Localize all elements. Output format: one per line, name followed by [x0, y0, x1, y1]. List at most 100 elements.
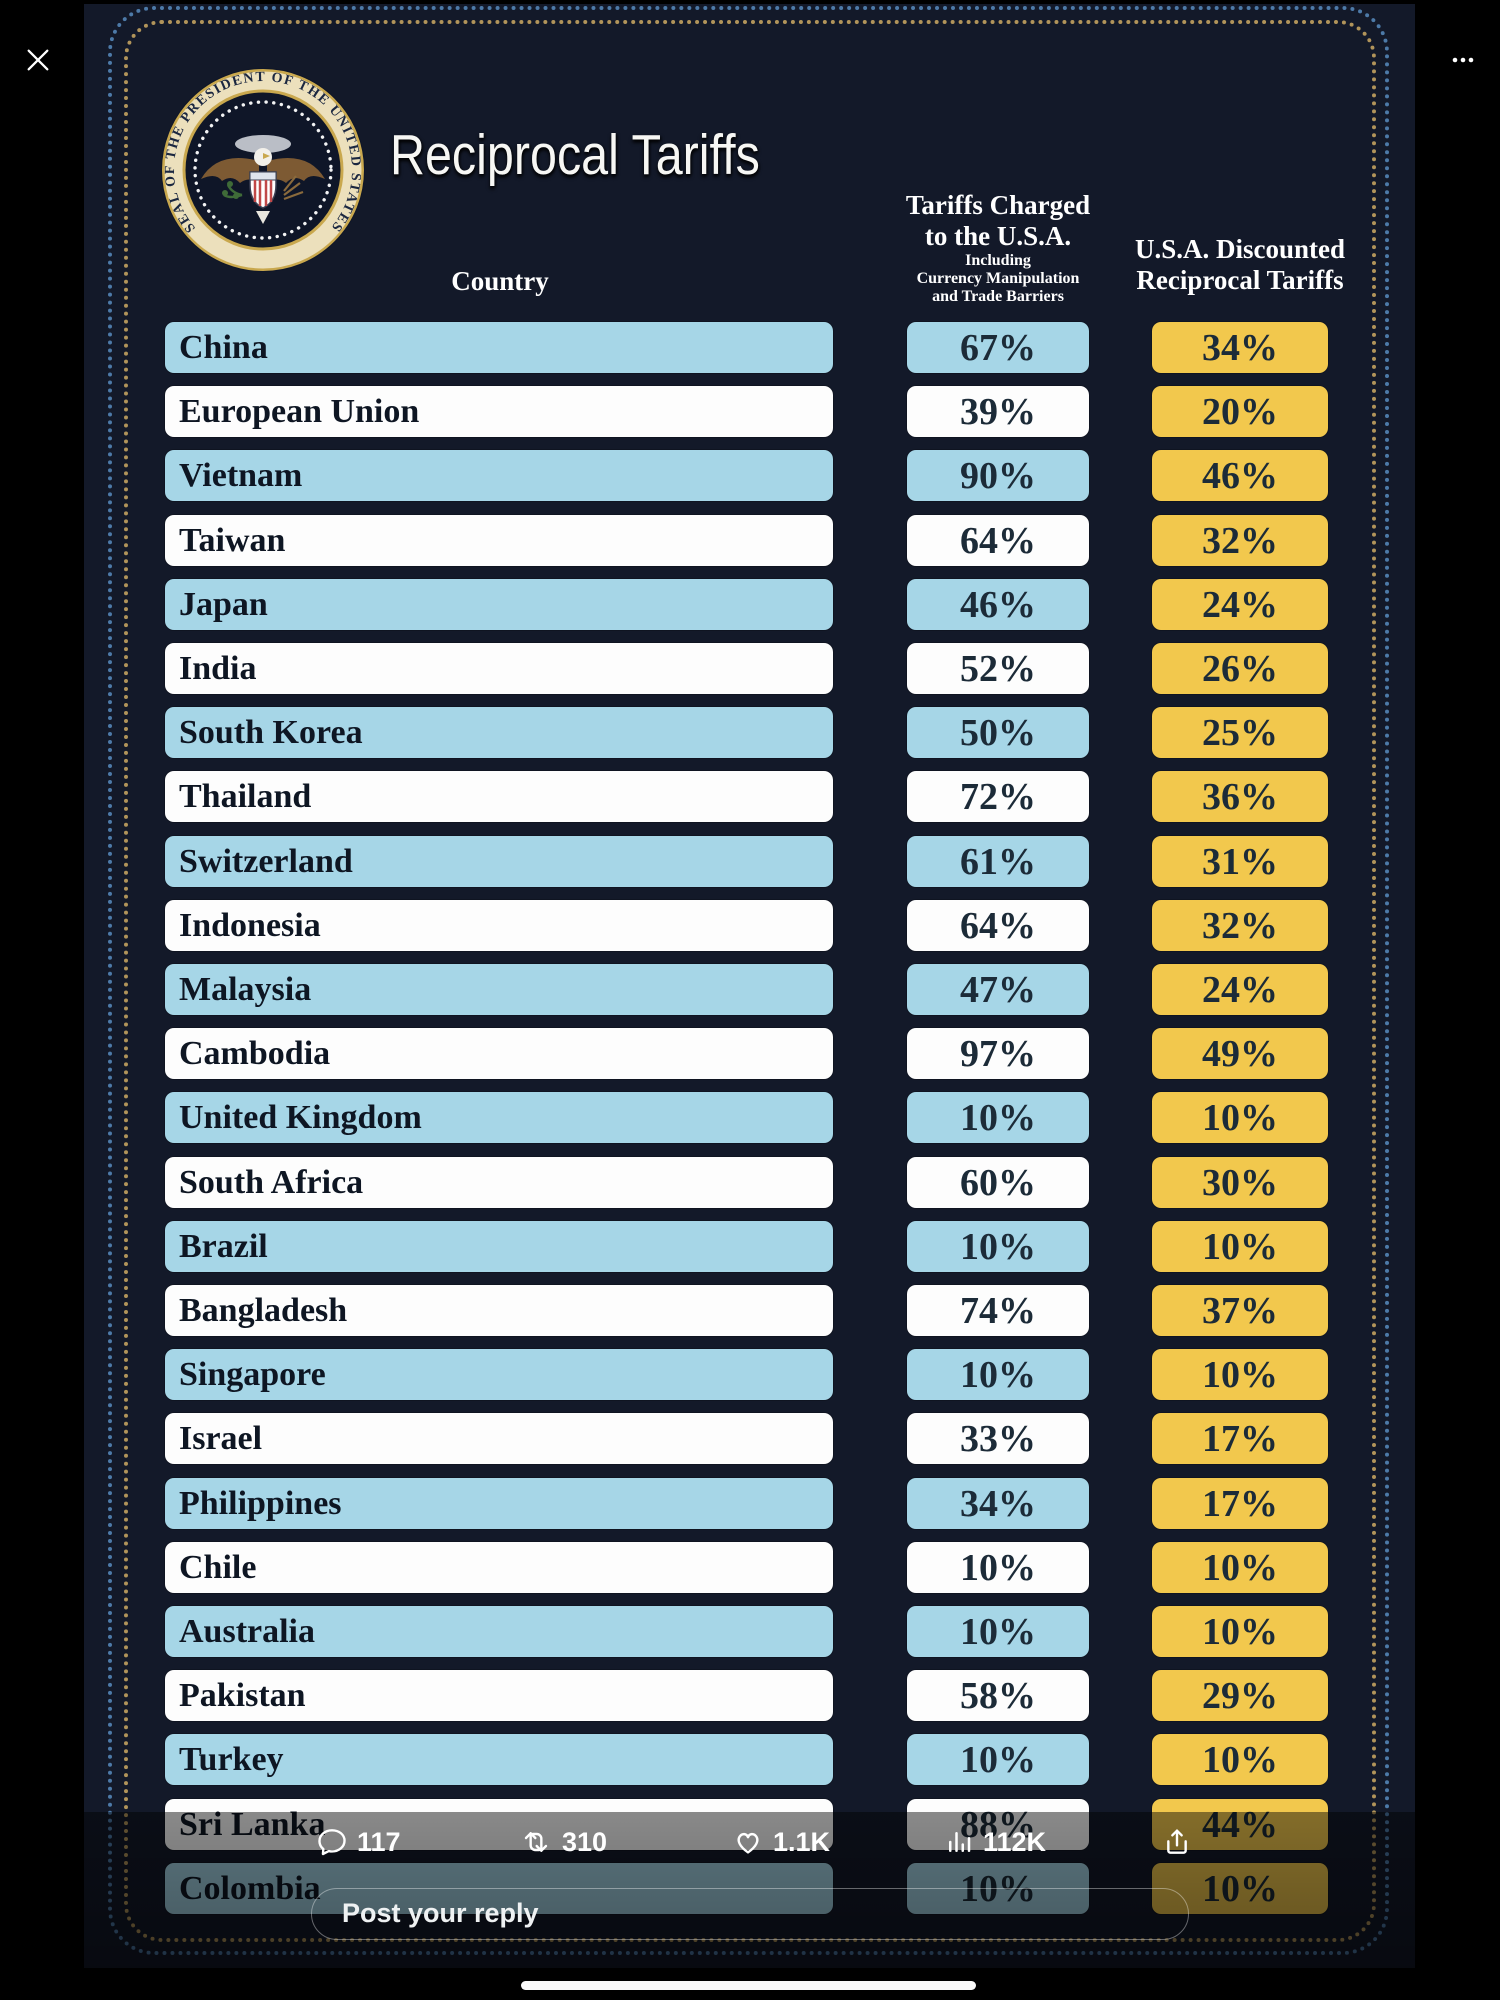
charged-tariff-cell: 64%	[907, 515, 1089, 566]
country-cell: Japan	[165, 579, 833, 630]
charged-tariff-cell: 47%	[907, 964, 1089, 1015]
country-cell: Taiwan	[165, 515, 833, 566]
charged-tariff-cell: 74%	[907, 1285, 1089, 1336]
country-cell: Thailand	[165, 771, 833, 822]
home-indicator[interactable]	[521, 1981, 976, 1990]
views-button[interactable]: 112K	[944, 1826, 1046, 1858]
country-cell: Australia	[165, 1606, 833, 1657]
country-cell: Philippines	[165, 1478, 833, 1529]
charged-tariff-cell: 61%	[907, 836, 1089, 887]
country-cell: Bangladesh	[165, 1285, 833, 1336]
charged-tariff-cell: 33%	[907, 1413, 1089, 1464]
charged-tariff-cell: 72%	[907, 771, 1089, 822]
charged-tariff-cell: 46%	[907, 579, 1089, 630]
table-body: China 67% 34% European Union 39% 20% Vietnam 90…	[84, 4, 1415, 1968]
charged-header-sub2: Currency Manipulation	[916, 270, 1080, 287]
country-cell: Switzerland	[165, 836, 833, 887]
seal-eagle	[201, 135, 325, 224]
reply-input[interactable]: Post your reply	[311, 1888, 1189, 1940]
share-button[interactable]	[1161, 1826, 1193, 1858]
discounted-tariff-cell: 24%	[1152, 964, 1328, 1015]
discounted-tariff-cell: 37%	[1152, 1285, 1328, 1336]
country-cell: European Union	[165, 386, 833, 437]
repost-icon	[524, 1832, 548, 1852]
country-cell: Singapore	[165, 1349, 833, 1400]
share-icon	[1167, 1829, 1187, 1854]
discounted-tariff-cell: 36%	[1152, 771, 1328, 822]
close-icon[interactable]	[22, 44, 54, 76]
charged-tariff-cell: 67%	[907, 322, 1089, 373]
country-cell: Indonesia	[165, 900, 833, 951]
charged-tariff-cell: 10%	[907, 1606, 1089, 1657]
reply-button[interactable]: 117	[316, 1826, 401, 1858]
charged-tariff-cell: 58%	[907, 1670, 1089, 1721]
country-cell: South Africa	[165, 1157, 833, 1208]
like-button[interactable]: 1.1K	[732, 1826, 830, 1858]
discounted-tariff-cell: 25%	[1152, 707, 1328, 758]
charged-tariff-cell: 64%	[907, 900, 1089, 951]
discounted-tariff-cell: 17%	[1152, 1478, 1328, 1529]
reply-icon	[318, 1829, 346, 1856]
discounted-tariff-cell: 10%	[1152, 1349, 1328, 1400]
heart-icon	[737, 1832, 759, 1854]
discounted-header-line2: Reciprocal Tariffs	[1136, 265, 1344, 295]
discounted-tariff-cell: 34%	[1152, 322, 1328, 373]
discounted-tariff-cell: 29%	[1152, 1670, 1328, 1721]
charged-header-sub1: Including	[965, 252, 1031, 269]
charged-tariff-cell: 10%	[907, 1734, 1089, 1785]
discounted-header-line1: U.S.A. Discounted	[1134, 234, 1346, 264]
reply-count: 117	[357, 1826, 401, 1857]
discounted-tariff-cell: 10%	[1152, 1542, 1328, 1593]
discounted-tariff-cell: 49%	[1152, 1028, 1328, 1079]
discounted-tariff-cell: 26%	[1152, 643, 1328, 694]
charged-tariff-cell: 34%	[907, 1478, 1089, 1529]
country-cell: India	[165, 643, 833, 694]
views-count: 112K	[983, 1826, 1047, 1857]
country-cell: Brazil	[165, 1221, 833, 1272]
charged-header-line1: Tariffs Charged	[905, 190, 1091, 220]
presidential-seal: SEAL OF THE PRESIDENT OF THE UNITED STAT…	[161, 68, 365, 272]
discounted-tariff-cell: 10%	[1152, 1606, 1328, 1657]
charged-tariff-cell: 39%	[907, 386, 1089, 437]
country-cell: Chile	[165, 1542, 833, 1593]
discounted-tariff-cell: 32%	[1152, 515, 1328, 566]
discounted-tariff-cell: 30%	[1152, 1157, 1328, 1208]
country-cell: Malaysia	[165, 964, 833, 1015]
charged-tariff-cell: 52%	[907, 643, 1089, 694]
charged-tariff-cell: 10%	[907, 1349, 1089, 1400]
column-header-discounted: U.S.A. Discounted Reciprocal Tariffs	[1090, 234, 1390, 296]
discounted-tariff-cell: 32%	[1152, 900, 1328, 951]
discounted-tariff-cell: 17%	[1152, 1413, 1328, 1464]
bottom-scrim	[84, 1812, 1415, 1968]
repost-count: 310	[562, 1826, 608, 1857]
charged-tariff-cell: 60%	[907, 1157, 1089, 1208]
discounted-tariff-cell: 46%	[1152, 450, 1328, 501]
column-header-country: Country	[451, 266, 549, 296]
country-cell: United Kingdom	[165, 1092, 833, 1143]
discounted-tariff-cell: 31%	[1152, 836, 1328, 887]
more-options-icon[interactable]	[1448, 48, 1478, 72]
charged-tariff-cell: 10%	[907, 1092, 1089, 1143]
discounted-tariff-cell: 24%	[1152, 579, 1328, 630]
charged-tariff-cell: 50%	[907, 707, 1089, 758]
discounted-tariff-cell: 10%	[1152, 1734, 1328, 1785]
country-cell: Cambodia	[165, 1028, 833, 1079]
charged-header-sub3: and Trade Barriers	[932, 288, 1064, 305]
reply-input-placeholder: Post your reply	[342, 1898, 539, 1928]
charged-header-line2: to the U.S.A.	[924, 221, 1072, 251]
column-header-tariffs-charged: Tariffs Charged to the U.S.A. Including …	[848, 190, 1148, 306]
country-cell: Vietnam	[165, 450, 833, 501]
tweet-image[interactable]: SEAL OF THE PRESIDENT OF THE UNITED STAT…	[84, 4, 1415, 1968]
charged-tariff-cell: 10%	[907, 1221, 1089, 1272]
country-cell: Pakistan	[165, 1670, 833, 1721]
repost-button[interactable]: 310	[519, 1826, 607, 1858]
country-cell: China	[165, 322, 833, 373]
analytics-icon	[949, 1832, 971, 1852]
poster-title: Reciprocal Tariffs	[390, 123, 760, 187]
like-count: 1.1K	[773, 1826, 831, 1857]
country-cell: South Korea	[165, 707, 833, 758]
charged-tariff-cell: 10%	[907, 1542, 1089, 1593]
discounted-tariff-cell: 10%	[1152, 1221, 1328, 1272]
country-cell: Israel	[165, 1413, 833, 1464]
